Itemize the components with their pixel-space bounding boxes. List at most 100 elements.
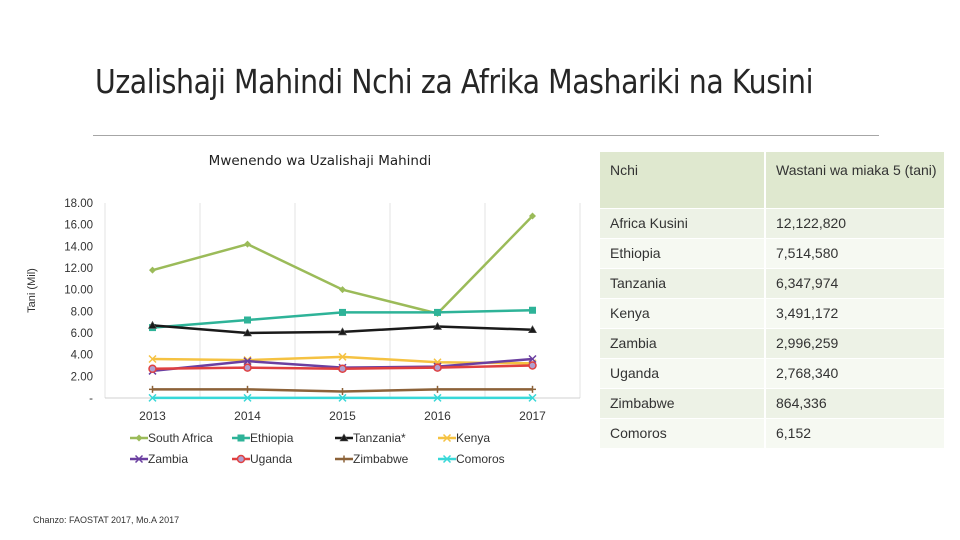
series-south-africa bbox=[149, 212, 536, 317]
table-cell-country: Comoros bbox=[600, 418, 766, 448]
table-header-average: Wastani wa miaka 5 (tani) bbox=[766, 152, 944, 208]
table-cell-country: Ethiopia bbox=[600, 238, 766, 268]
data-point bbox=[339, 286, 346, 294]
y-tick-label: 12.00 bbox=[64, 263, 93, 275]
data-point bbox=[338, 352, 347, 361]
data-point bbox=[433, 393, 442, 402]
table-row: Ethiopia 7,514,580 bbox=[600, 238, 944, 268]
legend-label: Ethiopia bbox=[250, 431, 294, 445]
legend-marker bbox=[237, 434, 245, 442]
legend-item: Zimbabwe bbox=[335, 452, 409, 466]
legend-item: Zambia bbox=[130, 452, 188, 466]
legend-marker bbox=[442, 433, 452, 443]
y-axis-label: Tani (Mil) bbox=[26, 268, 38, 313]
data-point bbox=[148, 393, 157, 402]
legend-item: Tanzania* bbox=[335, 431, 406, 445]
data-point bbox=[149, 385, 156, 393]
table-row: Kenya 3,491,172 bbox=[600, 298, 944, 328]
table-cell-country: Zambia bbox=[600, 328, 766, 358]
legend-marker bbox=[340, 455, 348, 463]
data-point bbox=[242, 328, 253, 337]
data-point bbox=[148, 364, 157, 373]
data-point bbox=[338, 364, 347, 373]
data-point bbox=[529, 306, 536, 314]
y-tick-label: 10.00 bbox=[64, 285, 93, 297]
data-point bbox=[243, 357, 252, 366]
legend-marker bbox=[236, 454, 246, 464]
data-point bbox=[339, 308, 346, 316]
table-cell-value: 12,122,820 bbox=[766, 208, 944, 238]
data-point bbox=[432, 321, 443, 330]
line-chart: Mwenendo wa Uzalishaji Mahindi Tani (Mil)… bbox=[26, 153, 581, 466]
legend-item: Ethiopia bbox=[232, 431, 294, 445]
data-point bbox=[339, 388, 346, 395]
data-point bbox=[433, 363, 442, 372]
legend-marker bbox=[339, 433, 349, 442]
table-cell-country: Uganda bbox=[600, 358, 766, 388]
x-tick-label: 2017 bbox=[519, 409, 546, 423]
legend-item: Comoros bbox=[438, 452, 505, 466]
table-cell-country: Africa Kusini bbox=[600, 208, 766, 238]
legend-label: Uganda bbox=[250, 452, 292, 466]
data-point bbox=[148, 354, 157, 364]
data-point bbox=[527, 325, 538, 334]
table-cell-value: 864,336 bbox=[766, 388, 944, 418]
x-tick-label: 2013 bbox=[139, 409, 166, 423]
series-zimbabwe bbox=[149, 385, 536, 395]
data-point bbox=[528, 354, 537, 364]
table-cell-country: Kenya bbox=[600, 298, 766, 328]
x-tick-label: 2014 bbox=[234, 409, 261, 423]
legend-marker bbox=[134, 454, 144, 464]
data-point bbox=[529, 212, 536, 220]
legend-item: South Africa bbox=[130, 431, 213, 445]
title-divider bbox=[93, 135, 879, 136]
legend-label: Tanzania* bbox=[353, 431, 406, 445]
y-tick-label: 8.00 bbox=[71, 306, 93, 318]
series-tanzania bbox=[147, 320, 538, 337]
table-row: Africa Kusini 12,122,820 bbox=[600, 208, 944, 238]
x-tick-label: 2016 bbox=[424, 409, 451, 423]
data-point bbox=[244, 240, 251, 248]
legend-label: Zimbabwe bbox=[353, 452, 409, 466]
y-tick-label: 2.00 bbox=[71, 371, 93, 383]
y-tick-label: 14.00 bbox=[64, 241, 93, 253]
series-line bbox=[152, 215, 534, 315]
table-cell-value: 6,152 bbox=[766, 418, 944, 448]
table-row: Tanzania 6,347,974 bbox=[600, 268, 944, 298]
table-cell-value: 2,768,340 bbox=[766, 358, 944, 388]
y-tick-label: 16.00 bbox=[64, 220, 93, 232]
legend-label: Zambia bbox=[148, 452, 188, 466]
data-point bbox=[147, 320, 158, 329]
series-comoros bbox=[148, 393, 537, 402]
source-note: Chanzo: FAOSTAT 2017, Mo.A 2017 bbox=[33, 515, 180, 525]
data-point bbox=[434, 385, 441, 393]
table-cell-value: 3,491,172 bbox=[766, 298, 944, 328]
legend-label: South Africa bbox=[148, 431, 213, 445]
data-point bbox=[338, 393, 347, 402]
legend-item: Uganda bbox=[232, 452, 292, 466]
legend-label: Comoros bbox=[456, 452, 505, 466]
table-header-country: Nchi bbox=[600, 152, 766, 208]
table-cell-country: Zimbabwe bbox=[600, 388, 766, 418]
y-tick-label: 6.00 bbox=[71, 328, 93, 340]
data-point bbox=[243, 363, 252, 372]
page-title: Uzalishaji Mahindi Nchi za Afrika Mashar… bbox=[95, 62, 814, 101]
table-cell-value: 7,514,580 bbox=[766, 238, 944, 268]
table-row: Zambia 2,996,259 bbox=[600, 328, 944, 358]
table-cell-value: 6,347,974 bbox=[766, 268, 944, 298]
table-row: Uganda 2,768,340 bbox=[600, 358, 944, 388]
data-point bbox=[244, 385, 251, 393]
chart-title: Mwenendo wa Uzalishaji Mahindi bbox=[209, 153, 432, 169]
table-cell-value: 2,996,259 bbox=[766, 328, 944, 358]
data-point bbox=[244, 316, 251, 324]
data-point bbox=[337, 327, 348, 336]
table-header-row: Nchi Wastani wa miaka 5 (tani) bbox=[600, 152, 944, 208]
data-point bbox=[529, 385, 536, 393]
y-tick-label: 18.00 bbox=[64, 198, 93, 210]
legend-item: Kenya bbox=[438, 431, 490, 445]
table-row: Comoros 6,152 bbox=[600, 418, 944, 448]
legend-marker bbox=[135, 434, 143, 442]
x-tick-label: 2015 bbox=[329, 409, 356, 423]
data-point bbox=[528, 393, 537, 402]
y-tick-label: - bbox=[89, 393, 93, 405]
